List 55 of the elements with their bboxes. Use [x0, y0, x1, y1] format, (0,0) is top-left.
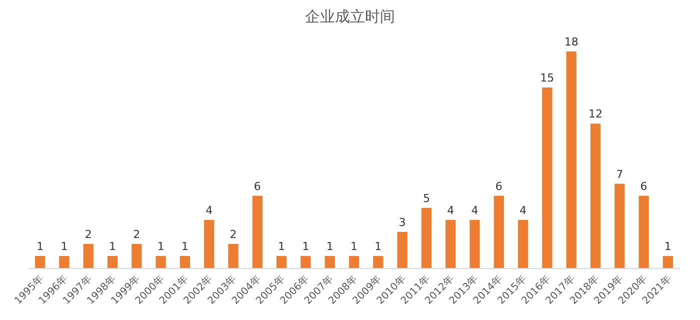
data-label: 1 — [36, 240, 44, 253]
data-label: 15 — [540, 72, 554, 84]
bar — [59, 256, 70, 268]
bar — [83, 244, 94, 268]
data-label: 4 — [471, 204, 478, 217]
data-label: 1 — [109, 240, 116, 253]
data-label: 1 — [181, 240, 188, 253]
data-label: 5 — [422, 192, 430, 205]
data-label: 1 — [157, 240, 164, 253]
bar — [494, 196, 504, 268]
bar — [324, 256, 335, 268]
bar — [156, 256, 166, 268]
bar — [542, 88, 552, 268]
bar — [348, 256, 360, 268]
data-label: 12 — [588, 108, 602, 121]
chart-title: 企业成立时间 — [305, 8, 395, 26]
bar — [204, 220, 214, 268]
bar — [614, 184, 625, 268]
data-label: 1 — [60, 240, 68, 253]
data-label: 1 — [326, 240, 334, 253]
bar — [252, 196, 262, 268]
bar — [566, 51, 576, 268]
data-label: 1 — [302, 240, 310, 253]
data-label: 1 — [278, 240, 286, 253]
data-label: 4 — [520, 204, 527, 217]
bar — [180, 256, 190, 268]
bar — [276, 256, 287, 268]
bar — [470, 220, 480, 268]
bar — [373, 256, 384, 268]
data-label: 6 — [254, 180, 261, 193]
data-label: 3 — [398, 216, 406, 229]
bar — [228, 244, 238, 268]
bar — [421, 208, 432, 268]
data-label: 2 — [84, 228, 92, 241]
bar — [590, 124, 601, 268]
bar — [35, 256, 46, 268]
data-label: 1 — [374, 240, 382, 253]
data-label: 6 — [640, 180, 648, 193]
data-label: 1 — [664, 240, 672, 253]
data-label: 4 — [447, 204, 454, 217]
bar — [397, 232, 408, 268]
data-label: 2 — [133, 228, 140, 241]
bar — [662, 256, 673, 268]
data-label: 18 — [564, 35, 578, 48]
bar — [107, 256, 118, 268]
bar — [518, 220, 528, 268]
data-label: 1 — [350, 240, 358, 253]
bar — [132, 244, 142, 268]
data-label: 7 — [616, 168, 624, 181]
data-label: 6 — [495, 180, 502, 193]
data-label: 2 — [230, 228, 237, 241]
bar — [300, 256, 311, 268]
bar — [446, 220, 456, 268]
data-label: 4 — [206, 204, 213, 217]
bar — [638, 196, 649, 268]
